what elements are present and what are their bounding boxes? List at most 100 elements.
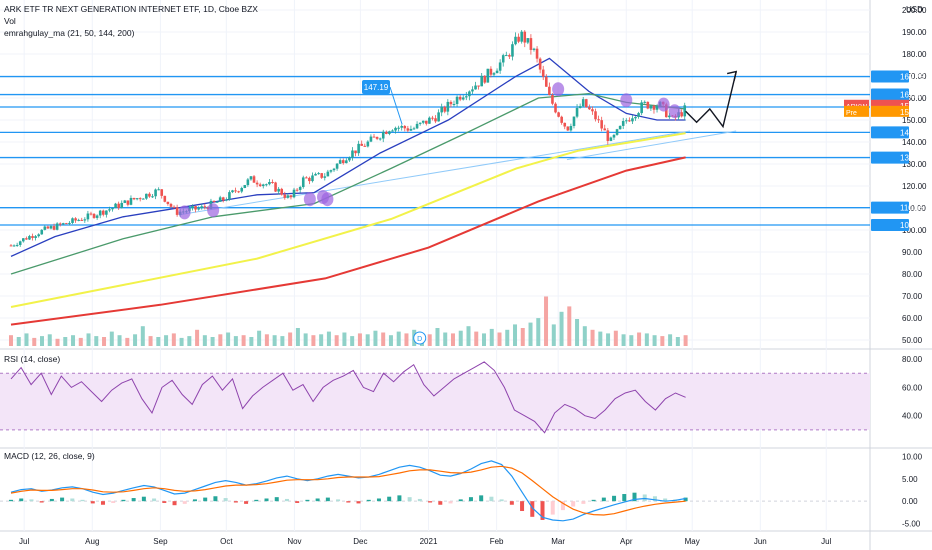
volume-bar (78, 337, 83, 346)
candle-body (34, 236, 37, 238)
volume-bar (117, 335, 122, 346)
volume-bar (280, 336, 285, 346)
candle-body (320, 173, 324, 178)
candle-body (511, 44, 514, 57)
candle-body (643, 101, 647, 103)
candle-body (237, 191, 240, 193)
rsi-panel[interactable] (0, 361, 870, 434)
candle-body (594, 111, 597, 120)
candle-body (680, 112, 683, 117)
candle-body (203, 206, 207, 208)
candle-body (640, 102, 643, 114)
candle-body (443, 106, 447, 112)
projection-arrowhead (727, 70, 738, 81)
candle-body (523, 31, 527, 43)
price-tick-label: 80.00 (902, 270, 923, 279)
volume-bar (652, 335, 657, 346)
candle-body (557, 112, 560, 117)
price-tick-label: 120.00 (902, 182, 927, 191)
volume-bar (606, 333, 611, 346)
candle-body (52, 226, 56, 230)
candle-body (58, 223, 62, 225)
highlight-marker (620, 93, 633, 108)
highlight-marker (303, 192, 316, 207)
volume-bar (342, 332, 347, 346)
overlay-layer: ARK ETF TR NEXT GENERATION INTERNET ETF,… (4, 4, 923, 461)
macd-histogram-bar (489, 496, 494, 502)
candle-body (498, 62, 502, 71)
volume-bar (497, 332, 502, 346)
candle-body (271, 182, 274, 184)
rsi-tick-label: 80.00 (902, 355, 923, 364)
candle-body (292, 189, 296, 198)
candle-body (572, 116, 576, 126)
price-tick-label: 70.00 (902, 292, 923, 301)
macd-histogram-bar (336, 499, 341, 502)
candle-body (9, 245, 13, 247)
candle-body (526, 38, 530, 43)
macd-histogram-bar (622, 494, 627, 502)
volume-bar (311, 335, 316, 346)
macd-histogram-bar (264, 498, 269, 502)
volume-bar (575, 319, 580, 346)
candle-body (151, 196, 154, 198)
macd-panel[interactable] (0, 460, 870, 522)
macd-histogram-bar (90, 501, 95, 504)
axis-layer: Jul Aug Sep Oct Nov Dec 2021 Feb Mar Apr May Jun Jul… (19, 6, 927, 546)
volume-bar (458, 330, 463, 346)
volume-bar (613, 330, 618, 346)
candle-body (483, 75, 487, 83)
candle-body (12, 245, 16, 247)
volume-bar (683, 335, 688, 346)
volume-bar (140, 326, 145, 346)
price-tick-label: 100.00 (902, 226, 927, 235)
candle-body (621, 121, 625, 126)
volume-bar (94, 336, 99, 346)
macd-histogram-bar (612, 495, 617, 502)
candle-body (578, 106, 582, 108)
candle-body (532, 48, 536, 50)
candle-body (458, 96, 462, 100)
volume-bar (443, 332, 448, 346)
candle-body (517, 36, 520, 42)
volume-bar (551, 324, 556, 346)
volume-bar (427, 334, 432, 346)
volume-bar (102, 337, 107, 346)
volume-bar (559, 311, 564, 346)
price-label-tag (871, 99, 909, 111)
price-panel[interactable] (0, 29, 870, 326)
candle-body (114, 203, 117, 209)
macd-histogram-bar (152, 498, 157, 502)
macd-histogram-bar (376, 498, 381, 502)
candle-body (354, 150, 357, 154)
price-tick-label: 140.00 (902, 138, 927, 147)
volume-bar (257, 330, 262, 346)
price-label-symbol: Pre (846, 110, 857, 117)
volume-bar (350, 336, 355, 346)
volume-bar (474, 331, 479, 346)
candle-body (175, 207, 179, 215)
candle-body (49, 226, 53, 229)
volume-bar (520, 328, 525, 346)
volume-bar (381, 332, 386, 346)
candle-body (600, 120, 603, 129)
level-tag (871, 219, 909, 232)
candle-body (400, 125, 403, 128)
level-tag-label: 102.27 (900, 221, 925, 230)
macd-histogram-bar (550, 501, 555, 515)
candle-body (375, 136, 379, 139)
candle-body (591, 109, 594, 112)
candle-body (61, 223, 65, 225)
macd-histogram-bar (468, 497, 473, 502)
macd-histogram-bar (60, 497, 65, 502)
highlight-marker (321, 192, 334, 207)
candle-body (492, 73, 496, 75)
rsi-band (0, 373, 870, 430)
candle-body (68, 222, 71, 224)
volume-bar (528, 322, 533, 346)
candle-body (246, 179, 250, 186)
macd-histogram-bar (233, 501, 238, 503)
volume-bar (668, 334, 673, 346)
